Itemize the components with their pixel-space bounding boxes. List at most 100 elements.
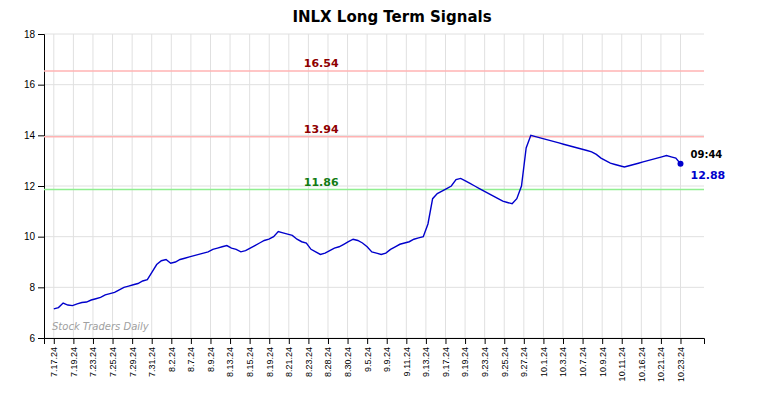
y-tick-mark [38,186,44,187]
x-tick-mark [113,338,114,344]
x-tick-mark [504,338,505,344]
x-tick-mark [54,338,55,344]
x-tick-label: 7.23.24 [88,347,98,377]
y-tick: 14 [24,130,44,141]
signal-line [44,70,704,72]
x-tick: 9.23.24 [480,338,490,377]
chart: INLX Long Term Signals7.17.247.19.247.23… [0,0,784,398]
x-tick-label: 9.25.24 [500,347,510,377]
x-tick-mark [583,338,584,344]
grid-line-x [621,34,622,338]
x-tick-label: 9.9.24 [382,347,392,372]
grid-line-x [367,34,368,338]
x-tick: 9.5.24 [363,338,373,372]
grid-line-x [132,34,133,338]
x-tick-label: 8.7.24 [186,347,196,372]
x-tick-mark [269,338,270,344]
x-tick-mark [250,338,251,344]
x-tick-label: 8.9.24 [206,347,216,372]
x-tick-label: 7.19.24 [69,347,79,377]
x-tick-label: 8.13.24 [225,347,235,377]
watermark: Stock Traders Daily [52,321,150,332]
x-tick: 9.9.24 [382,338,392,372]
marks [44,71,704,309]
x-tick-label: 7.31.24 [147,347,157,377]
x-tick: 8.9.24 [206,338,216,372]
x-tick: 9.17.24 [441,338,451,377]
x-tick-label: 10.11.24 [617,347,627,381]
grid-line-x [562,34,563,338]
x-tick-mark [387,338,388,344]
grid-line-x [171,34,172,338]
grid-line-y [44,186,704,187]
x-tick-mark [308,338,309,344]
x-tick: 9.19.24 [460,338,470,377]
x-tick-label: 10.7.24 [578,347,588,377]
x-tick: 8.28.24 [323,338,333,377]
x-tick-label: 10.1.24 [539,347,549,377]
y-tick-mark [38,34,44,35]
grid-line-x [660,34,661,338]
x-tick-mark [210,338,211,344]
grid-line-y [44,287,704,288]
grid-line-y [44,135,704,136]
x-tick: 10.21.24 [656,338,666,382]
title: INLX Long Term Signals [292,8,491,26]
grid-line-x [582,34,583,338]
grid-line-x [680,34,681,338]
x-tick: 9.27.24 [519,338,529,377]
x-tick-mark [524,338,525,344]
x-tick: 8.15.24 [245,338,255,377]
x-tick-label: 8.28.24 [323,347,333,377]
x-tick: 7.19.24 [69,338,79,377]
x-tick-mark [230,338,231,344]
grid-line-x [230,34,231,338]
x-tick-mark [367,338,368,344]
x-tick: 10.16.24 [637,338,647,382]
signal-line [44,136,704,138]
x-tick-mark [426,338,427,344]
x-tick-label: 8.2.24 [167,347,177,372]
grid-line-x [210,34,211,338]
y-tick: 12 [24,181,44,192]
x-tick-mark [348,338,349,344]
grid-line-x [288,34,289,338]
x-tick-mark [465,338,466,344]
x-tick: 10.3.24 [558,338,568,377]
x-tick: 8.13.24 [225,338,235,377]
x-tick-label: 10.9.24 [598,347,608,377]
y-tick: 18 [24,29,44,40]
annotations: 16.5413.9411.8609:4412.88Stock Traders D… [52,57,725,332]
grid-line-x [249,34,250,338]
x-tick: 7.31.24 [147,338,157,377]
x-tick-label: 7.25.24 [108,347,118,377]
x-tick: 8.23.24 [304,338,314,377]
y-tick: 16 [24,79,44,90]
x-tick: 10.11.24 [617,338,627,381]
signal-line [44,189,704,191]
grid-line-x [523,34,524,338]
x-axis: 7.17.247.19.247.23.247.25.247.29.247.31.… [45,338,705,382]
x-tick-label: 7.29.24 [128,347,138,377]
x-tick-label: 9.23.24 [480,347,490,377]
x-tick-label: 8.30.24 [343,347,353,377]
x-tick-label: 9.19.24 [460,347,470,377]
x-tick-label: 8.23.24 [304,347,314,377]
x-tick-mark [289,338,290,344]
x-tick-mark [406,338,407,344]
x-tick-mark [152,338,153,344]
grid-line-x [386,34,387,338]
grid-line-x [190,34,191,338]
grid [44,34,704,338]
grid-line-x [465,34,466,338]
x-tick: 9.11.24 [402,338,412,376]
x-tick-mark [328,338,329,344]
y-tick-label: 12 [24,181,36,192]
x-tick-label: 9.13.24 [421,347,431,377]
y-tick-label: 18 [24,29,36,40]
y-tick: 10 [24,231,44,242]
x-tick-mark [543,338,544,344]
x-tick-label: 8.15.24 [245,347,255,377]
y-tick-mark [38,135,44,136]
x-tick-label: 8.21.24 [284,347,294,377]
